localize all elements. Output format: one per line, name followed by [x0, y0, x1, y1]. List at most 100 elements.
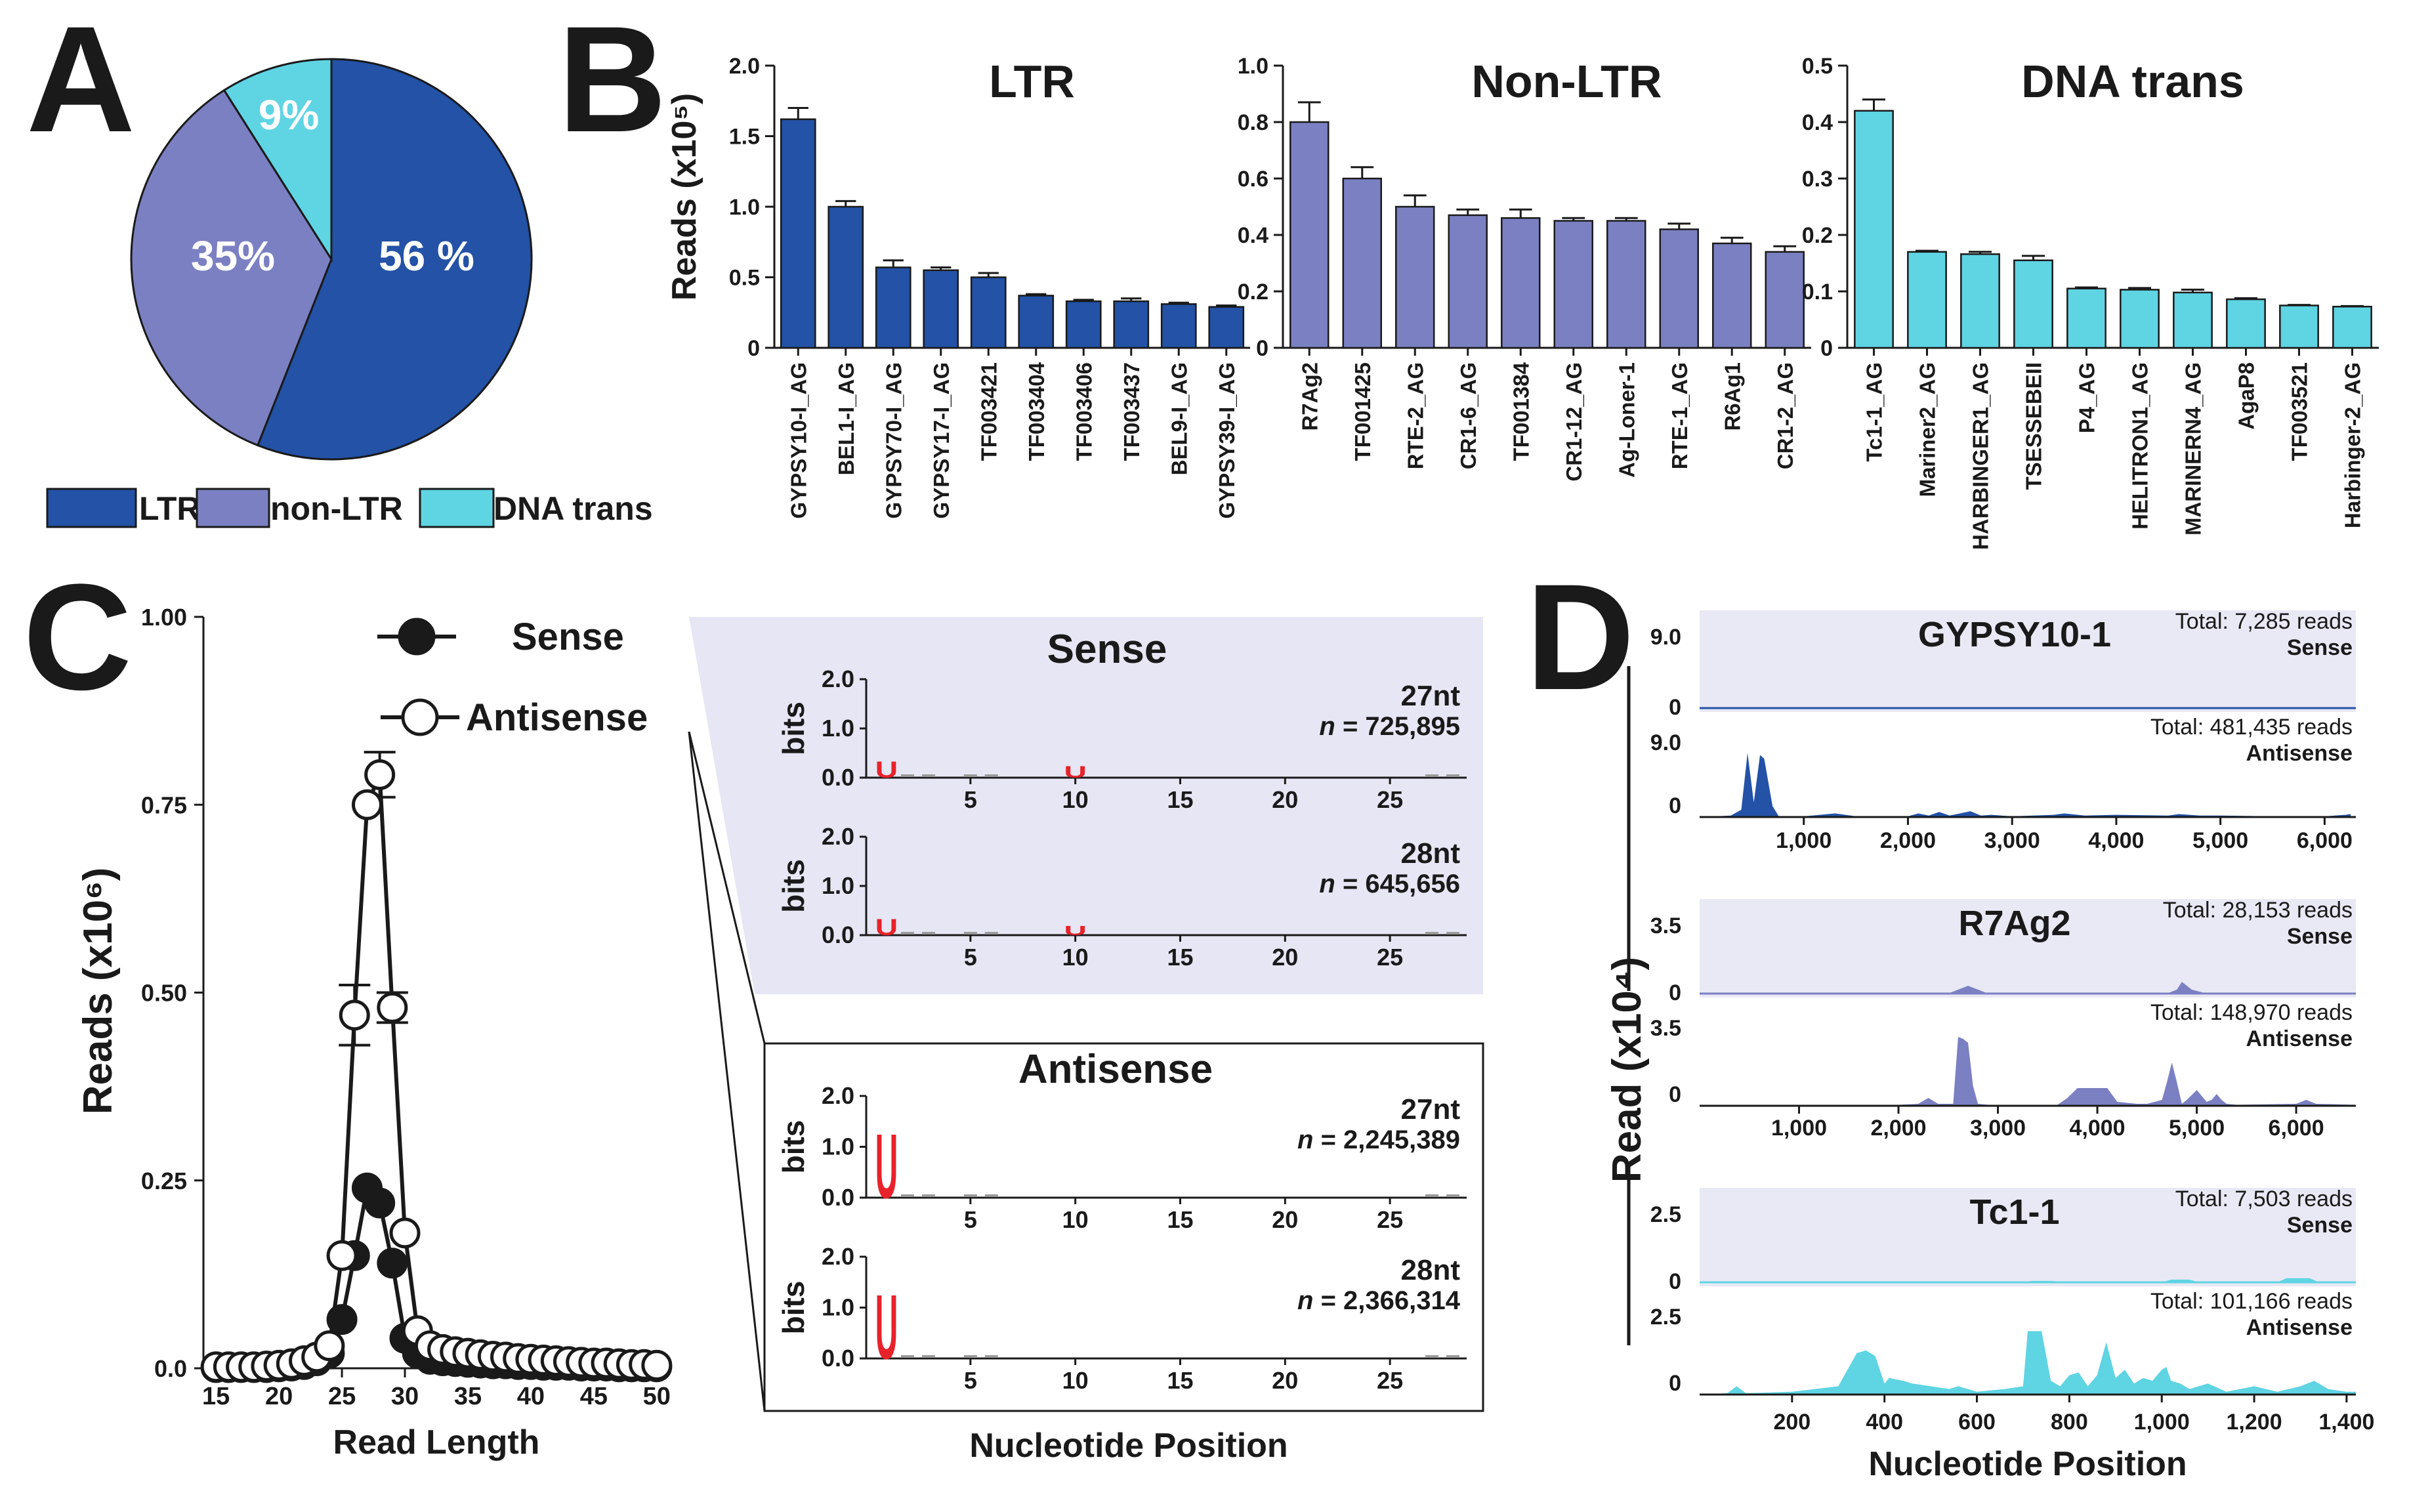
category-label: HARBINGER1_AG [1969, 362, 1993, 550]
bar-gypsy10-i_ag [780, 118, 816, 349]
panel-letter-c: C [23, 553, 132, 721]
category-label: GYPSY70-I_AG [881, 362, 906, 518]
logo-minor-letters [1446, 774, 1460, 777]
sense-strand-label: Sense [2287, 1213, 2353, 1238]
x-tick-label: 1,200 [2227, 1410, 2282, 1435]
logo-minor-letters [984, 932, 998, 934]
category-label: TF003404 [1024, 362, 1049, 461]
chart-title: Non-LTR [1471, 56, 1662, 107]
y-tick-label: 0 [1256, 336, 1268, 361]
sense-coverage [1700, 1278, 2356, 1282]
x-tick-label: 800 [2051, 1410, 2088, 1435]
antisense-zero-label: 0 [1669, 793, 1681, 818]
y-tick-label: 1.0 [1238, 54, 1268, 79]
logo-x-tick-label: 15 [1167, 786, 1193, 813]
logo-minor-letters [921, 932, 935, 934]
logo-minor-letters [921, 1194, 935, 1197]
logo-minor-letters [984, 1194, 998, 1197]
y-tick-label: 0.4 [1802, 110, 1833, 135]
bar-mariner2_ag [1907, 251, 1947, 349]
y-tick-label: 1.5 [729, 125, 760, 150]
bar-tsessebeii [2013, 259, 2053, 349]
logo-x-tick-label: 10 [1062, 1367, 1089, 1394]
logo-y-tick-label: 0.0 [822, 921, 854, 948]
x-tick-label: 600 [1958, 1410, 1996, 1435]
bar-cr1-6_ag [1448, 214, 1488, 349]
logo-minor-letters [1446, 1355, 1460, 1358]
bar-rte-1_ag [1659, 228, 1699, 349]
logo-x-tick-label: 10 [1062, 1206, 1089, 1233]
antisense-logo-title: Antisense [1018, 1047, 1213, 1092]
logo-minor-letters [963, 1194, 977, 1197]
x-tick-label: 6,000 [2297, 828, 2353, 853]
x-tick-label: 2,000 [1880, 828, 1936, 853]
bar-cr1-2_ag [1765, 251, 1805, 349]
category-label: GYPSY39-I_AG [1215, 362, 1239, 518]
legend-swatch-non-ltr [196, 488, 270, 528]
x-tick-label: 1,000 [2134, 1410, 2190, 1435]
y-tick-label: 0 [747, 336, 760, 361]
logo-y-tick-label: 2.0 [822, 1243, 854, 1270]
antisense-ymax-label: 2.5 [1650, 1305, 1681, 1330]
y-tick-label: 0.2 [1238, 280, 1268, 304]
category-label: TSESSEBEII [2022, 362, 2046, 490]
legend-swatch-ltr [46, 488, 137, 528]
logo-x-tick-label: 25 [1377, 1206, 1403, 1233]
bar-gypsy39-i_ag [1208, 306, 1245, 349]
antisense-ymax-label: 9.0 [1650, 730, 1681, 755]
logo-x-tick-label: 25 [1377, 1367, 1403, 1394]
bar-r6ag1 [1712, 242, 1752, 349]
bar-cr1-12_ag [1553, 220, 1593, 349]
bar-gypsy70-i_ag [875, 266, 911, 349]
panel-b-ylabel: Reads (x10⁵) [665, 93, 703, 301]
legend-marker-sense [398, 618, 436, 656]
antisense-total: Total: 101,166 reads [2150, 1289, 2353, 1314]
logo-minor-letters [1425, 1194, 1439, 1197]
logo-minor-letters [984, 774, 998, 777]
logo-xlabel: Nucleotide Position [969, 1427, 1288, 1465]
category-label: TF003437 [1120, 362, 1144, 461]
bar-tf003437 [1113, 300, 1150, 349]
panel-letter-a: A [26, 0, 135, 163]
bar-chart-non-ltr: 0 0.2 0.4 0.6 0.8 1.0 Non-LTR R7Ag2 TF001425 RTE-… [1238, 54, 1811, 482]
logo-length-label: 28nt [1401, 1254, 1461, 1286]
logo-y-tick-label: 2.0 [822, 665, 854, 692]
y-tick-label: 2.0 [729, 54, 760, 79]
bar-tf003521 [2279, 304, 2319, 349]
y-tick-label: 0.8 [1238, 110, 1268, 135]
category-label: TF003521 [2288, 362, 2312, 461]
legend-swatch-dna-trans [419, 488, 495, 528]
sense-logo-title: Sense [1047, 627, 1167, 672]
antisense-coverage [1700, 753, 2351, 817]
legend-label-dna-trans: DNA trans [493, 490, 653, 527]
x-tick-label: 1,000 [1776, 828, 1832, 853]
logo-length-label: 27nt [1401, 1093, 1461, 1125]
bar-p4_ag [2066, 287, 2106, 349]
x-tick-label: 2,000 [1870, 1116, 1926, 1141]
data-point-antisense [351, 789, 383, 820]
logo-x-tick-label: 10 [1062, 786, 1089, 813]
y-tick-label: 0 [1820, 336, 1833, 361]
legend-marker-antisense [401, 698, 439, 736]
bar-marinern4_ag [2173, 291, 2213, 349]
x-tick-label: 5,000 [2192, 828, 2248, 853]
pie-slice-non-ltr [130, 89, 333, 447]
category-label: BEL9-I_AG [1167, 362, 1191, 475]
logo-minor-letters [1425, 774, 1439, 777]
logo-ylabel: bits [776, 859, 810, 913]
y-tick-label: 0.6 [1238, 167, 1268, 192]
chart-title: DNA trans [2021, 56, 2244, 107]
bar-agap8 [2226, 298, 2266, 349]
y-tick-label: 1.0 [729, 195, 760, 220]
x-tick-label: 1,400 [2318, 1410, 2374, 1435]
logo-minor-letters [1446, 1194, 1460, 1197]
y-tick-label: 1.00 [141, 604, 187, 631]
category-label: CR1-6_AG [1456, 362, 1480, 469]
legend-label-antisense: Antisense [466, 696, 648, 739]
data-point-antisense [641, 1349, 673, 1381]
logo-x-tick-label: 5 [964, 786, 977, 813]
pie-slice-ltr [256, 58, 533, 461]
logo-x-tick-label: 10 [1062, 944, 1089, 971]
panel-d: D Read (x10⁴) 9.0 0 9.0 0 GYPSY10-1 Total: 7,… [1526, 553, 2374, 1483]
